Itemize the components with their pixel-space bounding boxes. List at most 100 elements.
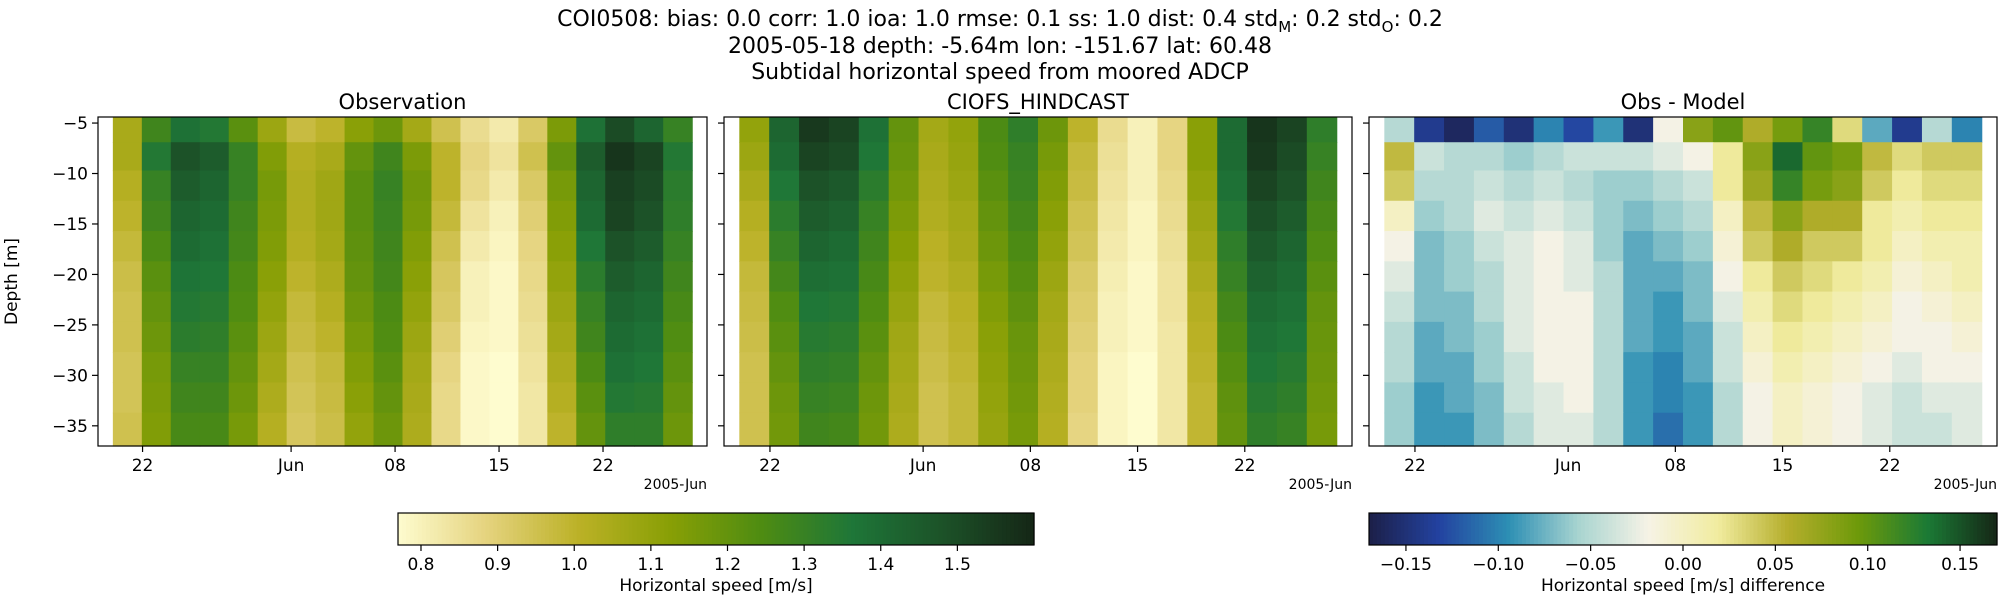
- heatmap-cell: [1276, 200, 1308, 232]
- colorbar-segment: [918, 513, 924, 545]
- heatmap-cell: [1384, 352, 1415, 384]
- colorbar-segment: [723, 513, 729, 545]
- x-tick-label: 22: [1404, 456, 1426, 476]
- colorbar-segment: [998, 513, 1003, 545]
- heatmap-cell: [1008, 321, 1039, 353]
- heatmap-cell: [460, 231, 490, 262]
- heatmap-cell: [576, 261, 606, 293]
- heatmap-cell: [1384, 291, 1415, 323]
- heatmap-cell: [978, 200, 1009, 232]
- heatmap-cell: [858, 412, 890, 447]
- colorbar-segment: [1804, 513, 1810, 545]
- colorbar-segment: [664, 513, 669, 545]
- heatmap-cell: [1247, 352, 1278, 384]
- heatmap-cell: [1067, 142, 1099, 172]
- heatmap-cell: [978, 170, 1009, 202]
- colorbar-segment: [1478, 513, 1484, 545]
- heatmap-cell: [828, 412, 860, 447]
- heatmap-cell: [344, 291, 375, 323]
- heatmap-cell: [344, 231, 375, 262]
- heatmap-cell: [1653, 200, 1684, 232]
- colorbar-segment: [1588, 513, 1594, 545]
- heatmap-cell: [769, 170, 800, 202]
- heatmap-cell: [1892, 231, 1923, 262]
- heatmap-cell: [1038, 261, 1069, 293]
- heatmap-cell: [402, 382, 433, 414]
- heatmap-cell: [1473, 117, 1505, 143]
- heatmap-cell: [431, 261, 462, 293]
- colorbar-segment: [1647, 513, 1653, 545]
- colorbar-segment: [497, 513, 502, 545]
- heatmap-cell: [199, 412, 230, 447]
- heatmap-cell: [605, 291, 635, 323]
- heatmap-cell: [769, 412, 800, 447]
- heatmap-cell: [828, 352, 860, 384]
- heatmap-cell: [547, 200, 577, 232]
- colorbar-segment: [763, 513, 769, 545]
- heatmap-cell: [1862, 200, 1893, 232]
- heatmap-cell: [1503, 142, 1535, 172]
- colorbar-segment: [1655, 513, 1661, 545]
- heatmap-cell: [1097, 261, 1129, 293]
- heatmap-cell: [1653, 117, 1684, 143]
- heatmap-cell: [634, 117, 664, 143]
- heatmap-cell: [634, 352, 664, 384]
- heatmap-cell: [1533, 231, 1565, 262]
- title-stats-end: : 0.2: [1393, 7, 1442, 32]
- colorbar-segment: [493, 513, 498, 545]
- heatmap-cell: [344, 117, 375, 143]
- heatmap-cell: [888, 261, 920, 293]
- colorbar-segment: [1906, 513, 1912, 545]
- heatmap-cell: [948, 200, 979, 232]
- colorbar-segment: [1828, 513, 1833, 545]
- heatmap-cell: [1008, 200, 1039, 232]
- heatmap-cell: [1503, 412, 1535, 447]
- colorbar-segment: [1518, 513, 1523, 545]
- heatmap-cell: [1742, 170, 1774, 202]
- heatmap-cell: [402, 412, 433, 447]
- heatmap-cell: [1097, 117, 1129, 143]
- heatmap-cell: [199, 170, 230, 202]
- colorbar-segment: [1412, 513, 1417, 545]
- heatmap-cell: [431, 412, 462, 447]
- colorbar-segment: [1926, 513, 1931, 545]
- colorbar-segment: [1545, 513, 1551, 545]
- heatmap-cell: [344, 321, 375, 353]
- colorbar-segment: [517, 513, 522, 545]
- heatmap-cell: [605, 412, 635, 447]
- heatmap-cell: [1832, 142, 1863, 172]
- colorbar-segment: [855, 513, 860, 545]
- heatmap-cell: [1772, 382, 1804, 414]
- heatmap-cell: [1802, 142, 1833, 172]
- heatmap-cell: [769, 352, 800, 384]
- heatmap-cell: [1593, 117, 1624, 143]
- heatmap-cell: [1217, 231, 1248, 262]
- colorbar-segment: [1604, 513, 1610, 545]
- heatmap-cell: [1653, 261, 1684, 293]
- colorbar-segment: [1486, 513, 1492, 545]
- colorbar-segment: [1573, 513, 1578, 545]
- colorbar-segment: [775, 513, 781, 545]
- colorbar-segment: [1620, 513, 1625, 545]
- colorbar-segment: [398, 513, 403, 545]
- heatmap-cell: [1683, 382, 1714, 414]
- heatmap-cell: [1683, 200, 1714, 232]
- heatmap-cell: [1951, 142, 1983, 172]
- heatmap-cell: [739, 412, 770, 447]
- colorbar-segment: [469, 513, 475, 545]
- heatmap-cell: [918, 200, 949, 232]
- colorbar-segment: [1710, 513, 1715, 545]
- heatmap-cell: [1862, 117, 1893, 143]
- heatmap-cell: [141, 117, 172, 143]
- heatmap-cell: [769, 382, 800, 414]
- colorbar-segment: [882, 513, 888, 545]
- heatmap-cell: [1653, 321, 1684, 353]
- heatmap-cell: [1097, 291, 1129, 323]
- heatmap-cell: [257, 321, 288, 353]
- heatmap-cell: [1683, 261, 1714, 293]
- colorbar-segment: [1471, 513, 1476, 545]
- heatmap-cell: [1217, 170, 1248, 202]
- heatmap-cell: [1712, 142, 1744, 172]
- heatmap-cell: [141, 142, 172, 172]
- heatmap-cell: [948, 412, 979, 447]
